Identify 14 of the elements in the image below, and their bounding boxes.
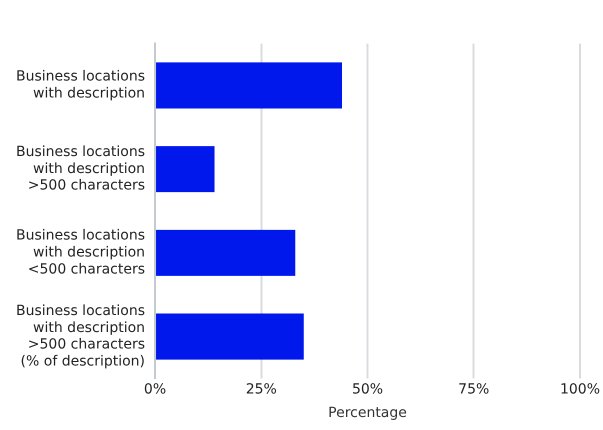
bar [156,230,296,276]
bar [156,62,342,108]
y-tick-label: Business locations with description <500 characters [16,228,146,278]
y-tick-label: Business locations with description >500 characters (% of description) [16,302,146,370]
bar [156,146,215,192]
x-tick-label: 0% [144,381,166,398]
x-tick-label: 100% [560,381,600,398]
y-tick-label: Business locations with description [16,68,146,102]
y-tick-label: Business locations with description >500 characters [16,144,146,194]
x-tick-label: 50% [352,381,384,398]
x-tick-label: 25% [246,381,277,398]
x-tick-label: 75% [458,381,490,398]
bar [156,314,304,360]
x-axis-title: Percentage [328,405,407,422]
